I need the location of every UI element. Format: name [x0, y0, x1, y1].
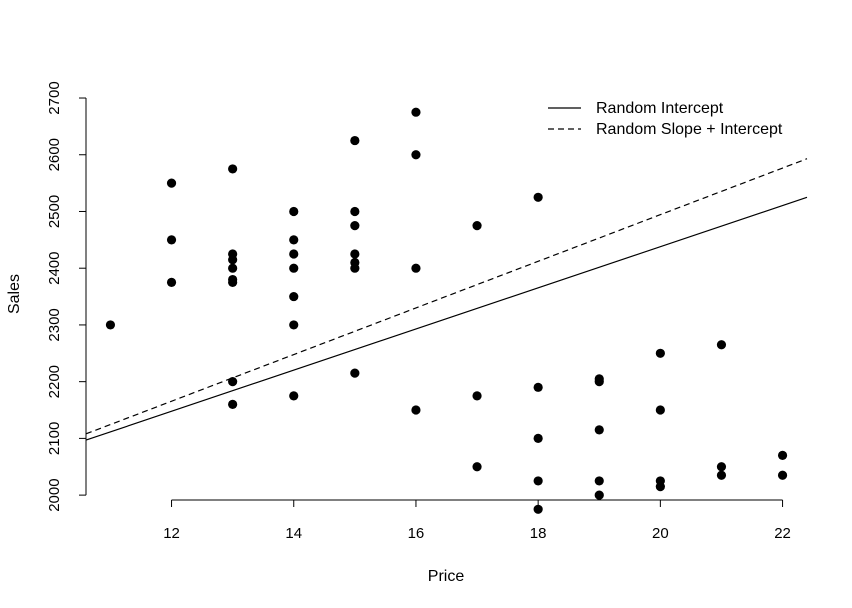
data-point [350, 368, 360, 378]
data-point [350, 135, 360, 146]
data-point [411, 150, 421, 160]
data-point [350, 221, 360, 231]
y-tick-label: 2000 [46, 478, 63, 511]
data-point [289, 206, 299, 217]
y-tick-label: 2400 [46, 252, 63, 285]
x-axis-title: Price [428, 568, 465, 585]
data-point [411, 263, 421, 273]
data-point [289, 249, 299, 259]
data-point [105, 320, 116, 330]
data-point [228, 164, 238, 174]
data-point [533, 476, 543, 486]
data-point [472, 391, 482, 401]
y-tick-label: 2600 [46, 138, 63, 171]
data-point [166, 178, 177, 188]
data-point [716, 470, 727, 480]
series-line-random-slope-intercept [85, 158, 808, 435]
x-tick-label: 22 [774, 525, 791, 542]
data-point [533, 192, 543, 202]
legend-label: Random Intercept [596, 100, 724, 117]
data-point [289, 320, 299, 330]
y-tick-label: 2500 [46, 195, 63, 228]
data-point [533, 504, 543, 514]
fit-lines [85, 158, 808, 441]
data-point [411, 107, 421, 117]
data-point [594, 490, 604, 500]
data-point [472, 221, 482, 231]
data-point [350, 206, 360, 217]
data-point [166, 235, 177, 245]
y-tick-label: 2300 [46, 308, 63, 341]
y-axis-title: Sales [6, 274, 23, 314]
data-point [228, 377, 238, 387]
data-point [472, 462, 482, 472]
data-point [716, 462, 727, 472]
data-point [228, 255, 238, 265]
data-point [228, 399, 238, 409]
data-point [777, 450, 788, 461]
data-point [289, 291, 299, 302]
data-point [228, 263, 238, 273]
data-point [289, 391, 299, 401]
legend: Random Intercept Random Slope + Intercept [548, 100, 783, 138]
data-point [655, 348, 665, 358]
data-points [105, 107, 788, 514]
data-point [166, 277, 177, 287]
x-tick-label: 12 [163, 525, 180, 542]
y-tick-label: 2700 [46, 81, 63, 114]
y-tick-label: 2200 [46, 365, 63, 398]
data-point [594, 377, 604, 387]
series-line-random-intercept [85, 196, 808, 441]
data-point [655, 482, 665, 492]
x-tick-label: 16 [408, 525, 425, 542]
data-point [594, 425, 604, 435]
x-tick-label: 14 [285, 525, 302, 542]
data-point [594, 476, 604, 486]
data-point [777, 470, 788, 480]
data-point [350, 249, 360, 259]
data-point [228, 277, 238, 287]
data-point [716, 340, 727, 350]
data-point [655, 405, 665, 415]
data-point [289, 235, 299, 245]
data-point [289, 263, 299, 273]
x-axis: 12 14 16 18 20 22 [163, 499, 791, 542]
data-point [533, 433, 543, 443]
data-point [533, 382, 543, 392]
y-tick-label: 2100 [46, 422, 63, 455]
data-point [350, 263, 360, 273]
x-tick-label: 20 [652, 525, 669, 542]
x-tick-label: 18 [530, 525, 547, 542]
y-axis: 2000 2100 2200 2300 2400 2500 2600 2700 [46, 81, 87, 512]
data-point [411, 405, 421, 415]
legend-label: Random Slope + Intercept [596, 121, 783, 138]
